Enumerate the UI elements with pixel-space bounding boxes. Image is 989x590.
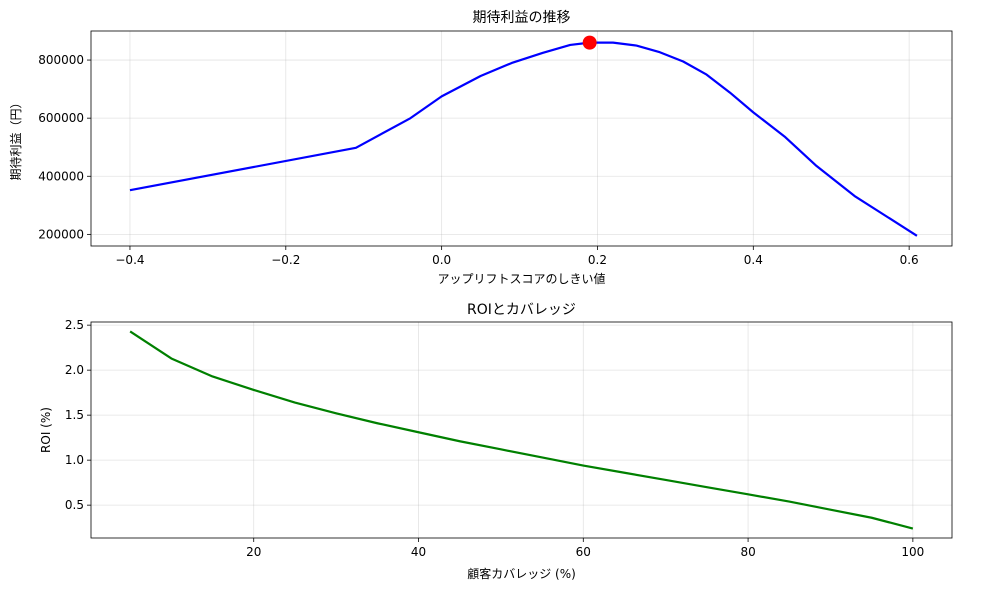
x-tick-label: 0.0 [432, 253, 451, 267]
y-tick-label: 2.0 [65, 363, 84, 377]
x-tick-label: 80 [740, 545, 755, 559]
series-layer [129, 35, 918, 237]
roi-coverage-chart: 20 40 60 80 100 0.5 1.0 1.5 2.0 2.5 ROIとカバレッジ 顧客カ… [39, 302, 953, 581]
y-tick-label: 400000 [38, 169, 84, 183]
y-tick-label: 1.0 [65, 453, 84, 467]
y-tick-label: 2.5 [65, 318, 84, 332]
x-tick-label: 0.4 [744, 253, 763, 267]
x-tick-label: 60 [576, 545, 591, 559]
series-line [129, 330, 914, 530]
y-tick-label: 200000 [38, 227, 84, 241]
x-tick-label: 20 [246, 545, 261, 559]
series-layer [129, 330, 914, 530]
x-tick-label: 40 [411, 545, 426, 559]
x-tick-label: 0.2 [588, 253, 607, 267]
x-tick-label: −0.2 [271, 253, 300, 267]
y-tick-label: 1.5 [65, 408, 84, 422]
chart-title: 期待利益の推移 [473, 10, 571, 26]
y-tick-label: 600000 [38, 111, 84, 125]
grid [91, 322, 952, 538]
axes-frame [90, 321, 953, 539]
y-axis-label: 期待利益（円） [9, 96, 23, 180]
chart-title: ROIとカバレッジ [467, 302, 576, 318]
axes-frame [90, 30, 953, 247]
tick-layer: 20 40 60 80 100 0.5 1.0 1.5 2.0 2.5 [65, 318, 924, 559]
grid [91, 31, 952, 246]
y-axis-label: ROI (%) [39, 407, 53, 453]
x-tick-label: 100 [901, 545, 924, 559]
max-profit-point [582, 35, 597, 50]
tick-layer: −0.4 −0.2 0.0 0.2 0.4 0.6 200000 400000 600000 80… [38, 53, 919, 267]
x-axis-label: 顧客カバレッジ (%) [467, 566, 576, 581]
x-axis-label: アップリフトスコアのしきい値 [437, 271, 605, 286]
y-tick-label: 0.5 [65, 498, 84, 512]
series-line [129, 41, 918, 237]
x-tick-label: 0.6 [900, 253, 919, 267]
expected-profit-chart: −0.4 −0.2 0.0 0.2 0.4 0.6 200000 400000 600000 80… [9, 10, 953, 286]
x-tick-label: −0.4 [115, 253, 144, 267]
y-tick-label: 800000 [38, 53, 84, 67]
